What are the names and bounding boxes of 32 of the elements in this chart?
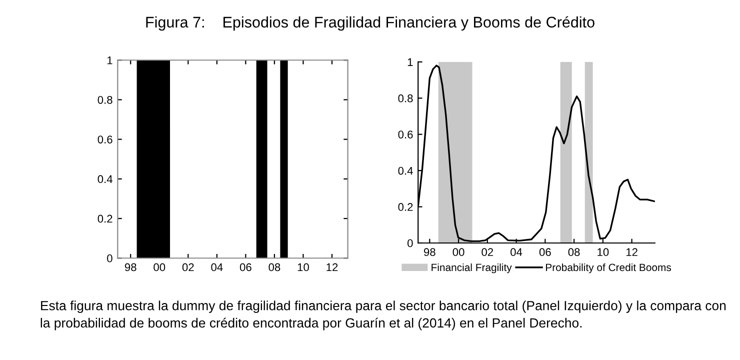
y-tick-label: 0.6 [98,136,112,144]
x-tick-label: 02 [482,248,494,256]
x-tick-label: 12 [326,263,338,272]
x-tick-label: 00 [154,263,166,272]
x-tick-label: 04 [510,248,522,256]
y-tick-label: 0 [407,239,413,248]
y-tick-label: 0.4 [98,175,112,184]
x-tick-label: 00 [452,248,464,256]
x-tick-label: 12 [626,248,638,256]
y-tick-label: 0.8 [398,94,413,102]
x-tick-label: 08 [568,248,580,256]
x-tick-label: 06 [240,263,252,272]
text: Esta figura muestra la dummy de fragilidad financiera para el sector bancario total (Panel Izquierdo) y la compara con la probabilidad de booms de crédito encontrada por Guarín et al (2014) en el Panel Derecho. [40,300,726,330]
x-tick-label: 04 [211,263,223,272]
x-tick-label: 98 [424,248,436,256]
y-tick-label: 0 [107,254,112,262]
x-tick-label: 08 [268,263,280,272]
y-tick-label: 0.4 [398,166,413,175]
legend-label: Financial Fragility [432,263,512,274]
y-tick-label: 1 [107,56,112,64]
y-tick-label: 0.8 [98,96,112,104]
y-tick-label: 0.6 [398,130,413,138]
y-tick-label: 0.2 [98,214,112,223]
y-tick-label: 0.2 [398,203,413,211]
x-tick-label: 10 [598,248,609,256]
x-tick-label: 06 [539,248,551,256]
x-tick-label: 98 [124,263,136,272]
x-tick-label: 10 [298,263,309,272]
chart-title: Figura 7: Episodios de Fragilidad Financiera y Booms de Crédito [146,16,594,31]
x-tick-label: 02 [182,263,194,272]
legend-label: Probability of Credit Booms [546,263,671,274]
y-tick-label: 1 [408,58,413,66]
